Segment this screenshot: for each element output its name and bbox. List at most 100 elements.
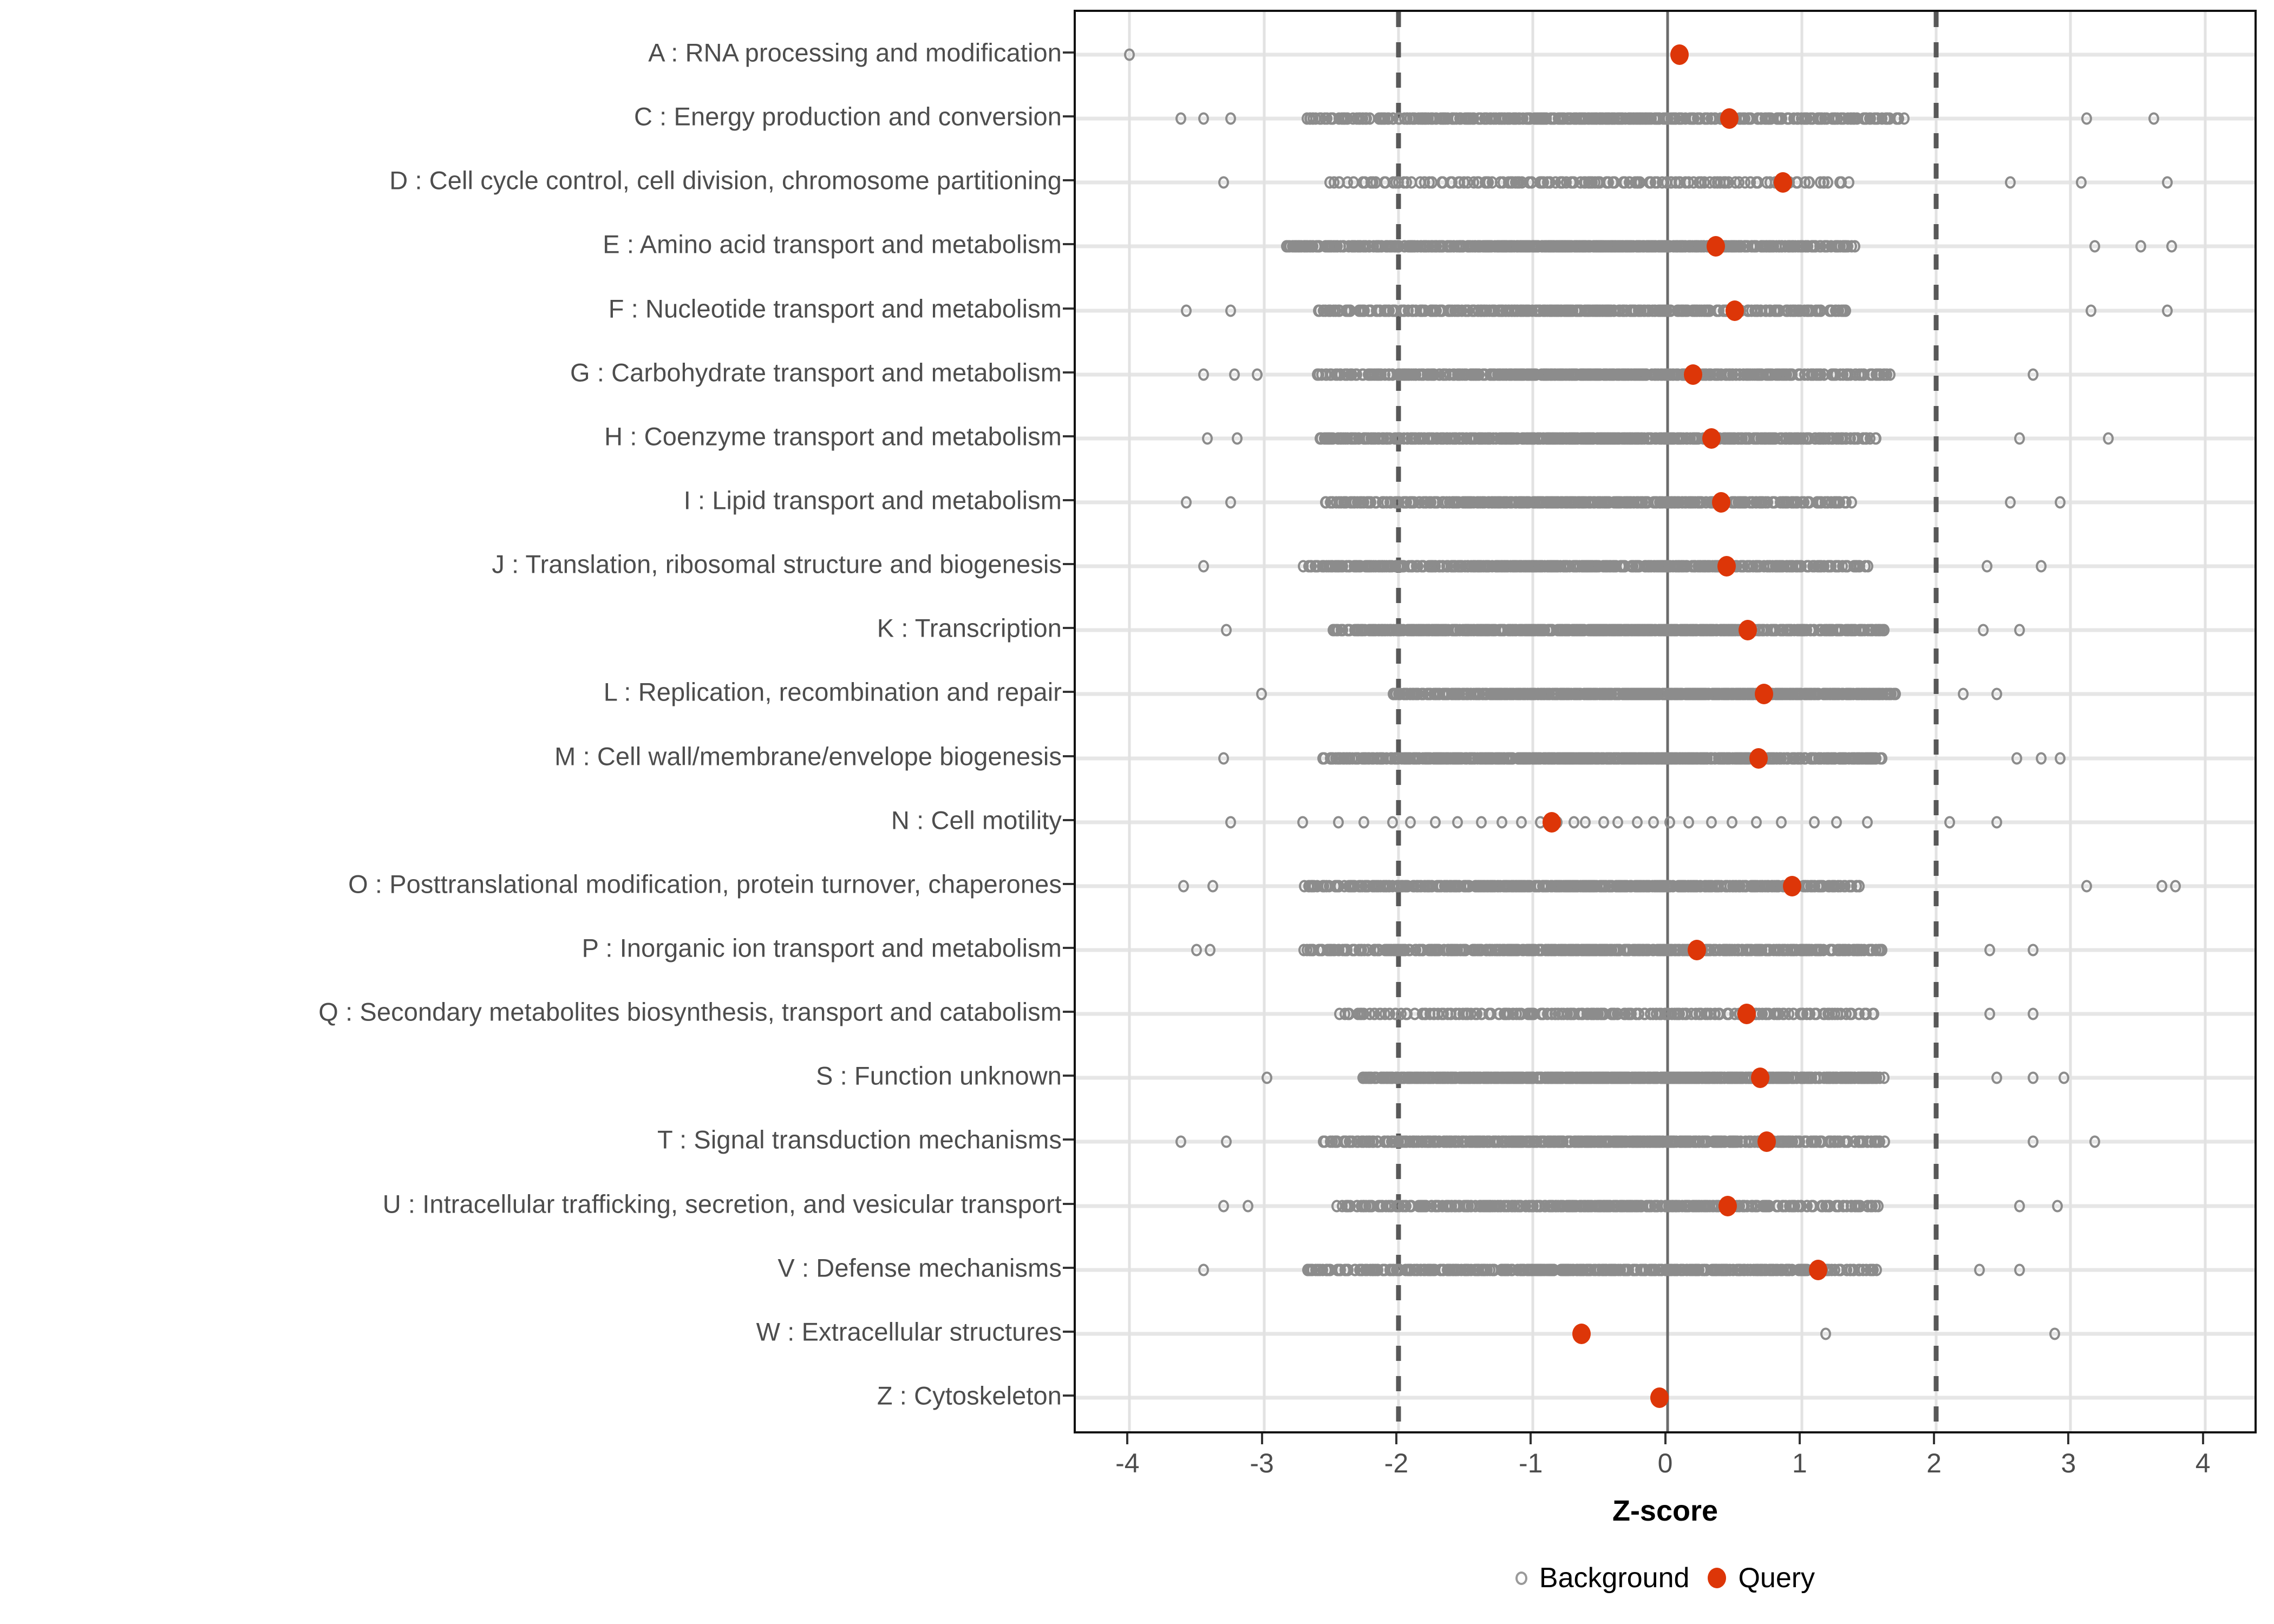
plot-inner <box>1076 12 2255 1431</box>
cog-zscore-scatter-figure: A : RNA processing and modification C : E… <box>0 0 2274 1624</box>
y-axis-tick-mark <box>1063 179 1074 181</box>
background-point <box>1612 816 1623 828</box>
vertical-gridline <box>1128 12 1131 1431</box>
background-point <box>1181 496 1192 509</box>
y-axis-tick-label: A : RNA processing and modification <box>648 38 1062 68</box>
background-point <box>1846 240 1857 253</box>
background-point <box>1387 816 1398 828</box>
y-axis-tick-label: V : Defense mechanisms <box>777 1253 1062 1282</box>
background-point <box>2081 113 2092 125</box>
horizontal-gridline <box>1076 1332 2255 1335</box>
background-point <box>2011 752 2022 764</box>
y-axis-tick-mark <box>1063 819 1074 821</box>
background-point <box>1889 688 1899 700</box>
y-axis-tick-mark <box>1063 1075 1074 1077</box>
background-point <box>1991 816 2002 828</box>
background-point <box>1252 368 1263 381</box>
background-point <box>1221 624 1232 637</box>
background-point <box>1831 816 1842 828</box>
background-point <box>1899 113 1910 125</box>
background-point <box>2135 240 2146 253</box>
y-axis-tick-mark <box>1063 1138 1074 1141</box>
background-point <box>1982 560 1992 573</box>
background-point <box>1405 816 1416 828</box>
y-axis-tick-label: Q : Secondary metabolites biosynthesis, … <box>318 997 1062 1027</box>
background-point <box>1580 816 1591 828</box>
background-point <box>1181 304 1192 317</box>
background-point <box>1632 816 1643 828</box>
background-point <box>1497 816 1507 828</box>
background-point <box>1803 176 1814 189</box>
background-point <box>1202 432 1213 444</box>
y-axis-tick-mark <box>1063 1331 1074 1333</box>
y-axis-tick-mark <box>1063 51 1074 54</box>
y-axis-tick-mark <box>1063 947 1074 949</box>
background-point <box>1476 816 1487 828</box>
background-point <box>1225 304 1236 317</box>
background-point <box>2162 304 2173 317</box>
background-point <box>1863 560 1873 573</box>
y-axis-tick-label: C : Energy production and conversion <box>634 102 1062 132</box>
y-axis-tick-mark <box>1063 691 1074 693</box>
background-point <box>1175 113 1186 125</box>
y-axis-tick-mark <box>1063 1011 1074 1013</box>
zero-reference-line <box>1666 12 1669 1431</box>
background-point <box>1297 816 1308 828</box>
background-point <box>1430 816 1441 828</box>
y-axis-tick-mark <box>1063 627 1074 629</box>
background-point <box>1991 688 2002 700</box>
vertical-gridline <box>1263 12 1265 1431</box>
background-point <box>1598 816 1609 828</box>
background-point <box>2005 176 2016 189</box>
background-point <box>1516 816 1527 828</box>
y-axis-tick-label: U : Intracellular trafficking, secretion… <box>383 1189 1062 1219</box>
y-axis-tick-label: Z : Cytoskeleton <box>877 1381 1062 1411</box>
background-point <box>1198 113 1209 125</box>
background-point <box>1877 752 1887 764</box>
threshold-line <box>1396 12 1401 1431</box>
horizontal-gridline <box>1076 53 2255 57</box>
background-point <box>1124 49 1135 61</box>
y-axis-tick-label: E : Amino acid transport and metabolism <box>603 230 1062 259</box>
background-point <box>2055 752 2066 764</box>
background-point <box>1776 816 1787 828</box>
y-axis-tick-label: S : Function unknown <box>816 1061 1062 1091</box>
background-point <box>1452 816 1463 828</box>
background-point <box>1198 368 1209 381</box>
y-axis-tick-label: W : Extracellular structures <box>756 1317 1062 1346</box>
background-point <box>1751 816 1762 828</box>
background-point <box>2103 432 2114 444</box>
y-axis-tick-label: G : Carbohydrate transport and metabolis… <box>570 357 1062 387</box>
background-point <box>2166 240 2177 253</box>
vertical-gridline <box>1800 12 1803 1431</box>
y-axis-tick-label: H : Coenzyme transport and metabolism <box>604 421 1062 451</box>
background-point <box>1229 368 1240 381</box>
background-point <box>1358 816 1369 828</box>
background-point <box>1944 816 1955 828</box>
y-axis-tick-mark <box>1063 883 1074 885</box>
background-point <box>2014 624 2025 637</box>
background-point <box>1822 176 1833 189</box>
y-axis-tick-label: I : Lipid transport and metabolism <box>684 486 1062 515</box>
background-point <box>1218 752 1229 764</box>
background-point <box>2055 496 2066 509</box>
background-point <box>1198 560 1209 573</box>
background-point <box>1706 816 1717 828</box>
background-point <box>1648 816 1659 828</box>
y-axis-tick-mark <box>1063 499 1074 501</box>
background-point <box>1225 496 1236 509</box>
y-axis-category-labels: A : RNA processing and modification C : E… <box>0 0 1074 1440</box>
background-point <box>1879 624 1890 637</box>
plot-panel <box>1074 10 2257 1433</box>
background-point <box>2089 240 2100 253</box>
threshold-line <box>1934 12 1939 1431</box>
background-point <box>2076 176 2087 189</box>
y-axis-tick-label: D : Cell cycle control, cell division, c… <box>389 166 1062 195</box>
y-axis-tick-mark <box>1063 1394 1074 1397</box>
y-axis-tick-mark <box>1063 115 1074 117</box>
y-axis-tick-mark <box>1063 755 1074 757</box>
y-axis-tick-label: L : Replication, recombination and repai… <box>604 677 1062 707</box>
background-point <box>2036 560 2047 573</box>
background-point <box>1871 432 1881 444</box>
background-point <box>1846 496 1857 509</box>
